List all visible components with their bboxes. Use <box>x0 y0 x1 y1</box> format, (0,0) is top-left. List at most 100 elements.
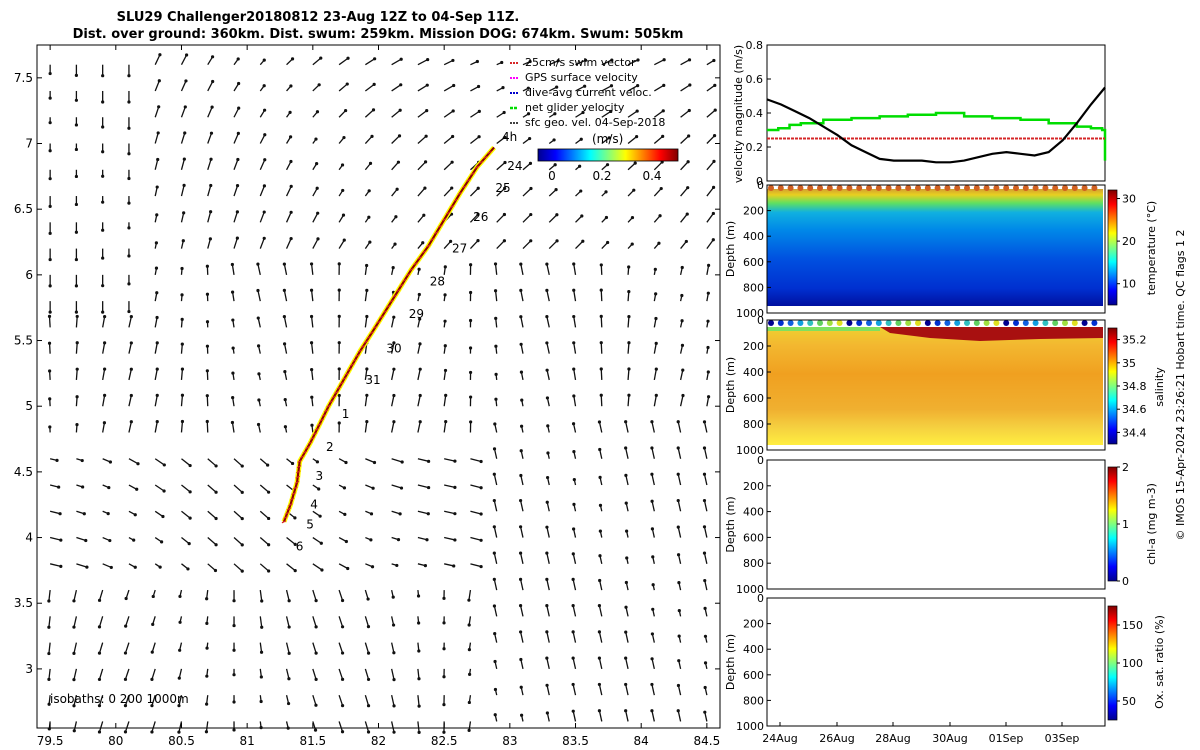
current-vector-head <box>451 134 455 139</box>
current-vector <box>470 536 482 541</box>
current-vector <box>391 668 395 680</box>
current-vector-head <box>681 393 685 398</box>
current-vector <box>627 162 636 171</box>
current-vector <box>469 240 479 250</box>
current-vector-head <box>599 288 603 292</box>
swim-vector-mark <box>321 413 327 417</box>
swim-vector-mark <box>449 205 455 209</box>
current-vector <box>493 579 498 591</box>
current-vector <box>233 484 243 493</box>
current-vector <box>417 458 429 462</box>
current-vector-head <box>72 599 76 603</box>
swim-vector-mark <box>349 363 355 367</box>
current-vector-head <box>108 460 112 464</box>
temperature-surface-dot <box>1042 185 1049 191</box>
oxygen-colorbar <box>1107 605 1118 721</box>
current-vector-head <box>571 604 575 608</box>
current-vector-head <box>545 656 549 660</box>
current-vector <box>154 421 158 433</box>
current-vector-head <box>287 599 291 603</box>
current-vector-head <box>571 630 575 634</box>
current-vector <box>124 721 130 733</box>
current-vector-head <box>677 608 681 613</box>
temperature-surface-dot <box>905 185 912 191</box>
current-vector <box>706 239 714 249</box>
swim-vector-mark <box>434 231 439 235</box>
current-vector-head <box>599 314 603 319</box>
isobaths-label: isobaths: 0 200 1000m <box>50 692 189 706</box>
current-vector-head <box>341 188 345 193</box>
current-vector-head <box>101 125 105 129</box>
current-vector <box>443 370 447 381</box>
current-vector-head <box>395 187 399 191</box>
current-vector <box>283 343 288 354</box>
current-vector <box>285 668 290 679</box>
current-vector-head <box>519 473 523 478</box>
current-vector-head <box>214 464 218 468</box>
current-vector-head <box>47 341 52 345</box>
current-vector-head <box>711 211 715 216</box>
current-vector-head <box>315 460 320 464</box>
current-vector <box>601 59 613 66</box>
current-vector-head <box>84 538 88 543</box>
current-vector-head <box>659 186 663 191</box>
current-vector-head <box>102 421 107 425</box>
current-vector-head <box>599 393 603 397</box>
swim-vector-mark <box>291 492 297 496</box>
current-vector-head <box>658 214 662 218</box>
current-vector-head <box>650 527 655 531</box>
current-vector-head <box>85 565 89 569</box>
current-vector <box>207 510 217 519</box>
current-vector <box>680 135 690 144</box>
current-vector-head <box>48 149 52 153</box>
depth-tick-label: 400 <box>743 366 764 379</box>
current-vector-head <box>526 86 530 90</box>
current-vector <box>519 631 524 643</box>
current-vector-head <box>214 490 218 494</box>
current-vector <box>364 694 370 706</box>
current-vector-head <box>101 284 105 288</box>
current-vector-head <box>259 675 263 679</box>
map-legend: 25cm/s swim vector GPS surface velocity … <box>510 56 665 129</box>
current-vector-head <box>178 648 182 652</box>
current-vector <box>128 316 132 328</box>
swim-vector-mark <box>426 244 431 248</box>
current-vector-head <box>150 650 154 654</box>
current-vector-head <box>177 704 181 708</box>
current-vector-head <box>654 393 658 397</box>
current-vector <box>625 475 629 486</box>
current-vector-head <box>205 320 210 324</box>
current-vector-head <box>182 183 186 188</box>
depth-axis-label: Depth (m) <box>724 634 737 690</box>
current-vector-head <box>183 105 187 109</box>
salinity-surface-dot <box>1003 320 1010 326</box>
current-vector-head <box>492 472 496 476</box>
current-vector <box>703 500 708 512</box>
salinity-section-field <box>767 327 1103 445</box>
legend-label-swim-vector: 25cm/s swim vector <box>525 56 636 69</box>
current-vector <box>259 537 270 546</box>
current-vector <box>522 162 531 171</box>
salinity-surface-dot <box>885 320 892 326</box>
current-vector <box>49 536 61 541</box>
current-vector-head <box>263 158 267 162</box>
current-vector <box>391 84 402 92</box>
speed-colorbar-label: (m/s) <box>592 132 623 146</box>
current-vector <box>207 159 212 170</box>
swim-vector-mark <box>339 381 344 385</box>
current-vector <box>364 721 370 733</box>
current-vector <box>338 239 345 249</box>
current-vector-head <box>555 213 559 217</box>
current-vector-head <box>627 341 631 345</box>
current-vector-head <box>553 163 557 167</box>
track-day-label: 31 <box>365 373 380 387</box>
current-vector-head <box>74 230 79 234</box>
current-vector <box>207 458 217 467</box>
swim-vector-mark <box>430 237 435 241</box>
current-vector <box>706 265 710 275</box>
velocity-series <box>766 86 1107 164</box>
current-vector-head <box>706 291 710 295</box>
current-vector-head <box>630 242 634 246</box>
current-vector <box>312 537 322 544</box>
depth-tick-label: 0 <box>757 179 764 192</box>
